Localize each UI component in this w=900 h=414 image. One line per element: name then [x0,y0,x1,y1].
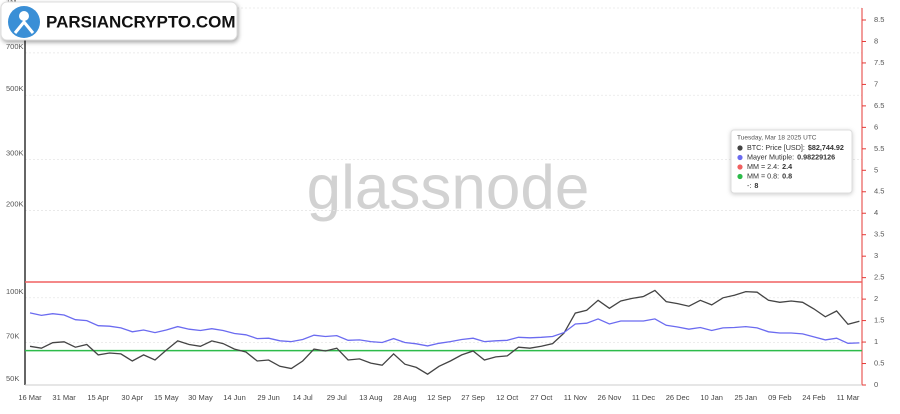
x-tick-label: 09 Feb [768,393,791,402]
y-tick-label: 700K [6,42,24,51]
x-tick-label: 12 Sep [427,393,451,402]
x-tick-label: 29 Jul [327,393,347,402]
x-tick-label: 27 Sep [461,393,485,402]
y2-tick-label: 0 [874,380,878,389]
tooltip-value: 2.4 [782,162,792,171]
logo-text: PARSIANCRYPTO.COM [46,12,236,31]
tooltip-row: Mayer Mutiple: 0.98229126 [747,152,835,161]
x-tick-label: 11 Mar [837,393,860,402]
tooltip-value: 8 [754,181,758,190]
x-tick-label: 10 Jan [700,393,723,402]
x-tick-label: 27 Oct [530,393,553,402]
series-line [29,289,860,375]
tooltip-row: MM = 0.8: 0.8 [747,171,792,180]
y2-tick-label: 7.5 [874,58,884,67]
tooltip-value: 0.8 [782,171,792,180]
tooltip-label: Mayer Mutiple: [747,152,794,161]
tooltip-value: 0.98229126 [797,152,835,161]
y2-tick-label: 6 [874,122,878,131]
x-tick-label: 29 Jun [257,393,280,402]
tooltip-label: -: [747,181,751,190]
x-tick-label: 11 Dec [632,393,655,402]
tooltip-title: Tuesday, Mar 18 2025 UTC [737,135,817,142]
logo-box [0,1,238,41]
y2-tick-label: 1 [874,337,878,346]
tooltip-value: $82,744.92 [808,143,844,152]
tooltip-label: BTC: Price [USD]: [747,143,805,152]
tooltip-box [730,129,853,194]
y-tick-label: 500K [6,84,24,93]
tooltip-dot [737,173,743,180]
logo: PARSIANCRYPTO.COM [0,1,238,41]
y2-tick-label: 1.5 [874,316,884,325]
x-tick-label: 24 Feb [802,393,825,402]
series-line [29,312,860,347]
y2-tick-label: 0.5 [874,359,884,368]
tooltip-label: MM = 0.8: [747,171,779,180]
tooltip-dot [737,164,743,170]
x-tick-label: 30 May [188,393,213,402]
y2-tick-label: 4 [874,208,878,217]
y2-tick-label: 3 [874,251,878,260]
y2-tick-label: 5.5 [874,144,884,153]
y2-tick-label: 4.5 [874,187,884,196]
x-tick-label: 26 Dec [666,393,690,402]
x-tick-label: 30 Apr [121,393,143,402]
logo-icon-mark [13,19,35,34]
tooltip-row: MM = 2.4: 2.4 [747,162,792,171]
tooltip-dot [737,145,743,151]
x-tick-label: 13 Aug [359,393,382,402]
watermark: glassnode [307,153,590,222]
y2-tick-label: 6.5 [874,101,884,110]
y2-tick-label: 7 [874,79,878,88]
y-tick-label: 300K [6,148,24,157]
x-tick-label: 12 Oct [496,393,519,402]
x-tick-label: 26 Nov [598,393,622,402]
x-tick-label: 25 Jan [734,393,757,402]
tooltip-row: BTC: Price [USD]: $82,744.92 [747,143,844,152]
x-tick-label: 11 Nov [564,393,587,402]
x-tick-label: 15 Apr [87,393,109,402]
tooltip-label: MM = 2.4: [747,162,779,171]
x-tick-label: 14 Jun [223,393,246,402]
y2-tick-label: 5 [874,165,878,174]
x-tick-label: 15 May [154,393,179,402]
tooltip-dot [737,154,743,161]
y-tick-label: 200K [6,200,24,209]
tooltip-row: -: 8 [747,181,758,190]
y-tick-label: 70K [6,332,19,341]
x-tick-label: 14 Jul [293,393,313,402]
y-tick-label: 100K [6,287,24,296]
y2-tick-label: 2 [874,294,878,303]
y-tick-label: 50K [6,374,19,383]
logo-icon-dot [19,11,29,21]
y2-tick-label: 8 [874,36,878,45]
x-tick-label: 28 Aug [393,393,416,402]
x-tick-label: 16 Mar [18,393,42,402]
x-tick-label: 31 Mar [52,393,76,402]
y2-tick-label: 3.5 [874,230,884,239]
y2-tick-label: 2.5 [874,273,884,282]
y2-tick-label: 8.5 [874,15,884,24]
